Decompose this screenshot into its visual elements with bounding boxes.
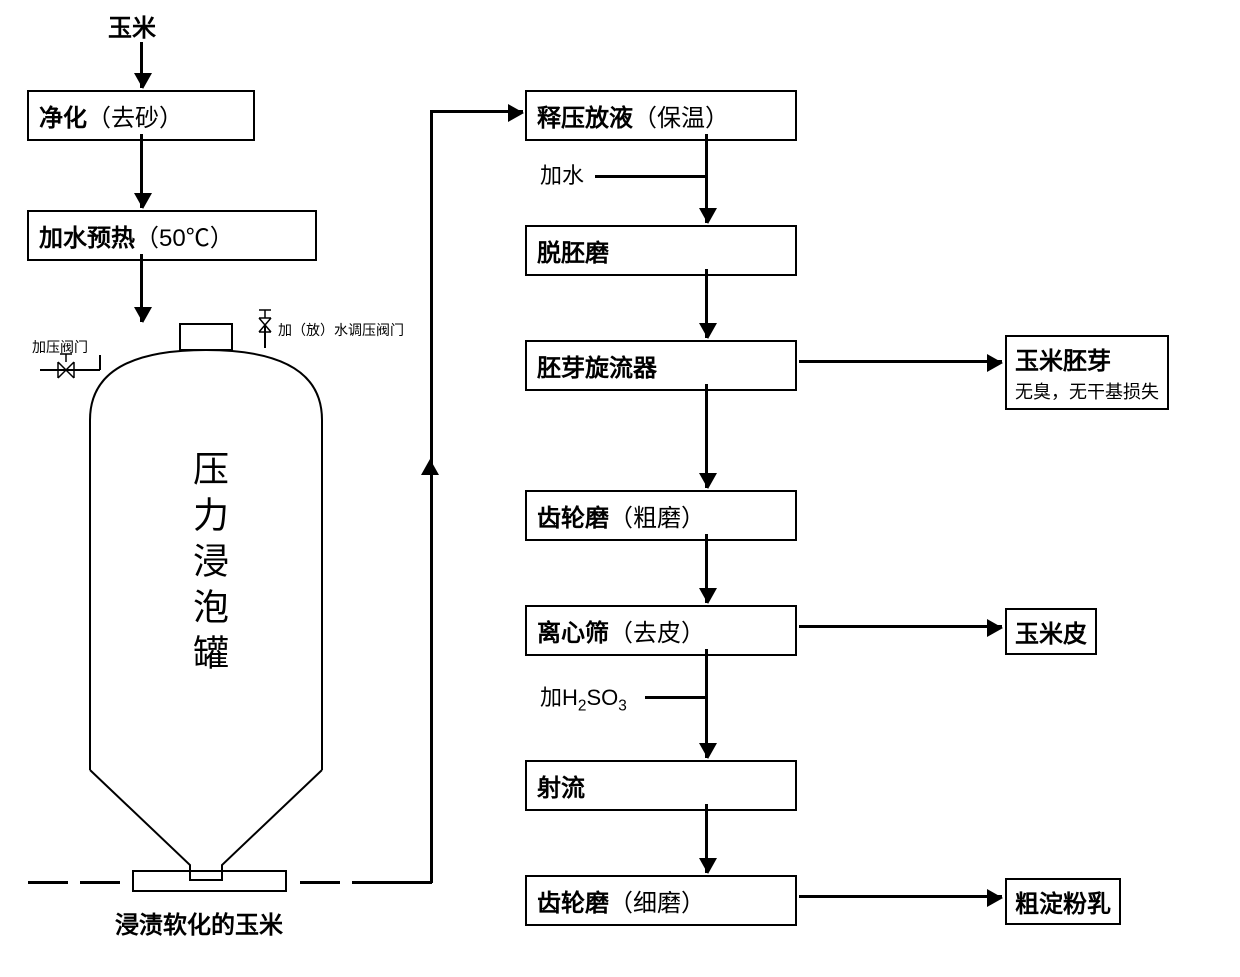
left-step2-bold: 加水预热 <box>39 225 135 252</box>
tank-bottom-label: 浸渍软化的玉米 <box>115 905 283 940</box>
r4-bold: 齿轮磨 <box>537 505 609 532</box>
right-step1: 释压放液（保温） <box>525 90 797 141</box>
left-step2: 加水预热（50℃） <box>27 210 317 261</box>
output-3: 粗淀粉乳 <box>1005 878 1121 925</box>
dash2 <box>80 881 120 884</box>
arrow-r7-out3 <box>799 895 1002 898</box>
arrow-r5-out2 <box>799 625 1002 628</box>
conn-bottom-h <box>392 881 432 884</box>
right-step2: 脱胚磨 <box>525 225 797 276</box>
r6-bold: 射流 <box>537 775 585 802</box>
r3-bold: 胚芽旋流器 <box>537 355 657 382</box>
add-water-label: 加水 <box>540 158 584 190</box>
r1-bold: 释压放液 <box>537 105 633 132</box>
r4-paren: （粗磨） <box>609 505 705 532</box>
add2-pre: 加H <box>540 685 578 710</box>
r7-bold: 齿轮磨 <box>537 890 609 917</box>
r2-bold: 脱胚磨 <box>537 240 609 267</box>
arrow-r4-r5 <box>705 534 708 603</box>
out1-title: 玉米胚芽 <box>1015 341 1159 376</box>
arrow-r6-r7 <box>705 804 708 873</box>
right-step3: 胚芽旋流器 <box>525 340 797 391</box>
add-h2so3-line <box>645 696 705 699</box>
right-step5: 离心筛（去皮） <box>525 605 797 656</box>
r1-paren: （保温） <box>633 105 729 132</box>
start-label: 玉米 <box>108 8 156 43</box>
arrow-r5-r6 <box>705 649 708 758</box>
tank-bottom-box <box>132 870 287 892</box>
out1-sub: 无臭，无干基损失 <box>1015 378 1159 404</box>
left-step1-paren: （去砂） <box>87 105 183 132</box>
add2-mid: SO <box>586 685 618 710</box>
left-step1-bold: 净化 <box>39 105 87 132</box>
valve-right-label: 加（放）水调压阀门 <box>278 320 404 340</box>
right-step6: 射流 <box>525 760 797 811</box>
conn-up-v <box>430 112 433 883</box>
add-water-line <box>595 175 705 178</box>
right-step4: 齿轮磨（粗磨） <box>525 490 797 541</box>
r5-bold: 离心筛 <box>537 620 609 647</box>
right-step7: 齿轮磨（细磨） <box>525 875 797 926</box>
add-h2so3-label: 加H2SO3 <box>540 680 627 715</box>
arrow-r3-r4 <box>705 384 708 488</box>
dash3 <box>300 881 340 884</box>
arrow-r1-r2 <box>705 134 708 223</box>
left-step2-paren: （50℃） <box>135 225 234 252</box>
arrow-r3-out1 <box>799 360 1002 363</box>
arrow-start-step1 <box>140 42 143 88</box>
out2-title: 玉米皮 <box>1015 614 1087 649</box>
dash4 <box>352 881 392 884</box>
output-1: 玉米胚芽 无臭，无干基损失 <box>1005 335 1169 410</box>
r5-paren: （去皮） <box>609 620 705 647</box>
tank-label: 压力浸泡罐 <box>182 450 234 680</box>
conn-top-h <box>430 110 523 113</box>
valve-left-label: 加压阀门 <box>32 337 88 357</box>
arrow-r2-r3 <box>705 269 708 338</box>
r7-paren: （细磨） <box>609 890 705 917</box>
out3-title: 粗淀粉乳 <box>1015 884 1111 919</box>
output-2: 玉米皮 <box>1005 608 1097 655</box>
dash1 <box>28 881 68 884</box>
add2-sub2: 3 <box>618 697 627 714</box>
arrow-l1-l2 <box>140 134 143 208</box>
